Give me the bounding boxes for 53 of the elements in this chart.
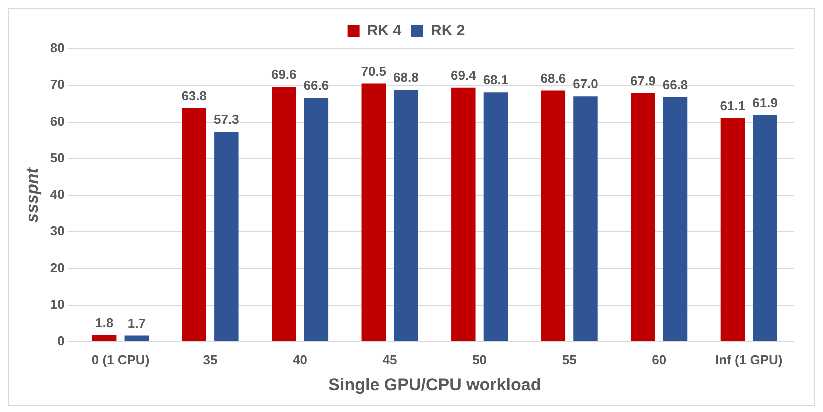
- x-tick-label: 50: [472, 352, 488, 368]
- data-label: 1.7: [128, 316, 146, 331]
- y-tick-label: 50: [50, 150, 65, 166]
- bar: [394, 90, 418, 342]
- y-tick-label: 0: [58, 334, 65, 349]
- x-tick-label: 55: [562, 352, 577, 368]
- data-label: 69.4: [451, 68, 478, 83]
- bar: [304, 98, 329, 342]
- bar: [92, 335, 117, 342]
- bar: [541, 90, 566, 342]
- data-label: 69.6: [271, 67, 297, 82]
- y-tick-label: 10: [50, 296, 65, 312]
- data-label: 67.9: [630, 73, 656, 88]
- y-axis-title: ssspnt: [22, 166, 42, 223]
- data-label: 1.8: [96, 315, 114, 330]
- x-axis-title: Single GPU/CPU workload: [328, 375, 542, 394]
- bar: [182, 108, 206, 342]
- y-tick-label: 20: [50, 260, 65, 276]
- data-label: 70.5: [361, 64, 387, 79]
- data-label: 67.0: [573, 76, 598, 92]
- x-tick-label: 60: [652, 352, 667, 368]
- y-tick-label: 70: [50, 77, 65, 92]
- bar: [631, 93, 656, 342]
- data-label: 68.1: [483, 72, 509, 88]
- legend-label: RK 4: [367, 22, 402, 40]
- y-tick-label: 30: [50, 224, 65, 239]
- data-label: 66.8: [662, 77, 688, 92]
- data-label: 57.3: [214, 112, 240, 128]
- legend-label: RK 2: [431, 22, 466, 40]
- data-label: 68.6: [540, 70, 566, 86]
- bar: [272, 87, 296, 342]
- bar: [753, 115, 778, 342]
- x-tick-label: Inf (1 GPU): [716, 352, 783, 368]
- x-tick-label: 40: [293, 352, 308, 368]
- y-tick-label: 60: [50, 114, 65, 129]
- x-tick-label: 45: [382, 352, 398, 368]
- bar: [452, 88, 476, 342]
- y-tick-label: 40: [50, 187, 65, 202]
- data-label: 68.8: [394, 70, 419, 86]
- bar: [720, 118, 746, 342]
- bar: [124, 336, 150, 342]
- bar: [484, 92, 508, 342]
- bar: [663, 97, 688, 342]
- x-tick-label: 35: [203, 352, 218, 368]
- bar: [214, 132, 239, 342]
- y-tick-label: 80: [50, 40, 65, 56]
- x-tick-label: 0 (1 CPU): [92, 352, 150, 368]
- data-label: 63.8: [182, 88, 208, 104]
- bar: [574, 96, 598, 342]
- bar: [362, 84, 386, 342]
- data-label: 66.6: [304, 78, 330, 94]
- data-label: 61.9: [752, 95, 778, 110]
- data-label: 61.1: [720, 98, 746, 114]
